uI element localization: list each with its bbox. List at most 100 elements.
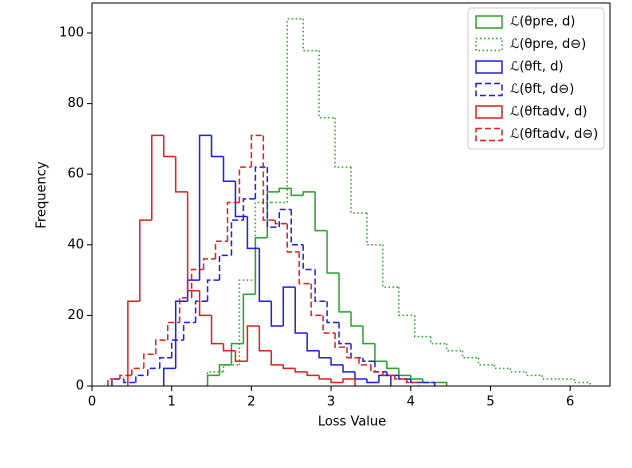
histogram-step — [206, 279, 220, 302]
histogram-step — [310, 283, 324, 317]
histogram-step — [127, 300, 140, 386]
legend-label: ℒ(θft, d⊖) — [510, 82, 574, 97]
histogram-step — [218, 364, 232, 376]
histogram-step — [147, 367, 160, 376]
x-tick-label: 3 — [327, 395, 335, 410]
y-axis-label: Frequency — [35, 161, 50, 228]
histogram-step — [429, 336, 447, 345]
histogram-step — [374, 343, 387, 363]
histogram-step — [222, 343, 236, 352]
histogram-step — [298, 251, 312, 285]
histogram-step — [525, 371, 543, 377]
histogram-step — [342, 364, 355, 373]
histogram-step — [290, 188, 304, 197]
histogram-step — [274, 220, 288, 225]
legend-label: ℒ(θpre, d⊖) — [510, 37, 586, 52]
histogram-step — [123, 378, 136, 384]
legend-swatch — [475, 82, 503, 97]
histogram-step — [270, 350, 284, 366]
legend-label: ℒ(θftadv, d) — [510, 105, 587, 120]
histogram-step — [206, 374, 220, 386]
histogram-step — [322, 315, 336, 334]
x-tick-label: 1 — [168, 395, 176, 410]
y-tick-label: 80 — [67, 96, 84, 111]
histogram-step — [398, 375, 411, 380]
histogram-step — [139, 219, 152, 302]
histogram-step — [194, 300, 208, 323]
histogram-step — [162, 367, 176, 386]
histogram-step — [282, 364, 296, 370]
y-tick-label: 40 — [67, 237, 84, 252]
histogram-step — [174, 300, 188, 369]
histogram-step — [306, 371, 320, 377]
histogram-step — [314, 191, 328, 232]
histogram-step — [131, 367, 144, 376]
histogram-step — [330, 378, 344, 384]
histogram-step — [135, 374, 148, 383]
histogram-step — [210, 315, 224, 345]
plot-frame — [91, 2, 611, 387]
histogram-step — [266, 191, 280, 238]
histogram-step — [354, 371, 367, 380]
x-axis-label: Loss Value — [318, 415, 386, 430]
histogram-step — [254, 236, 268, 295]
histogram-step — [214, 240, 228, 259]
histogram-step — [258, 248, 272, 303]
histogram-step — [218, 254, 232, 281]
histogram-step — [246, 325, 260, 362]
histogram-step — [362, 357, 375, 363]
histogram-step — [318, 350, 332, 359]
histogram-step — [410, 378, 423, 384]
histogram-step — [246, 216, 260, 250]
histogram-step — [111, 378, 124, 386]
x-tick-label: 0 — [88, 395, 96, 410]
histogram-step — [198, 290, 212, 317]
histogram-step — [378, 374, 392, 386]
histogram-step — [374, 361, 387, 373]
histogram-step — [294, 287, 308, 334]
histogram-step — [350, 343, 363, 359]
histogram-step — [190, 268, 204, 298]
histogram-step — [318, 50, 336, 119]
histogram-step — [366, 378, 379, 384]
histogram-step — [406, 378, 420, 386]
histogram-step — [358, 357, 371, 366]
histogram-step — [302, 244, 316, 271]
legend-label: ℒ(θft, d) — [510, 60, 563, 75]
histogram-step — [509, 368, 527, 373]
histogram-step — [278, 208, 292, 228]
histogram-step — [290, 209, 304, 246]
histogram-step — [178, 297, 192, 323]
histogram-step — [370, 364, 383, 373]
legend-swatch — [475, 105, 503, 119]
x-tick-label: 2 — [247, 395, 255, 410]
histogram-step — [386, 361, 399, 370]
histogram-step — [262, 135, 276, 221]
histogram-step — [254, 166, 268, 199]
histogram-step — [254, 201, 272, 281]
histogram-step — [210, 135, 224, 158]
histogram-step — [174, 156, 188, 193]
histogram-step — [258, 325, 272, 352]
histogram-step — [238, 279, 256, 365]
histogram-step — [166, 321, 180, 341]
histogram-step — [434, 381, 448, 386]
histogram-step — [346, 347, 359, 359]
histogram-step — [143, 353, 156, 369]
histogram-step — [541, 375, 559, 380]
histogram-step — [107, 378, 120, 386]
histogram-step — [414, 315, 431, 338]
y-tick-label: 0 — [76, 379, 84, 394]
histogram-step — [410, 375, 423, 380]
legend-swatch — [475, 127, 503, 142]
x-tick-label: 5 — [486, 395, 494, 410]
histogram-step — [318, 375, 332, 380]
histogram-step — [573, 378, 591, 386]
histogram-step — [422, 381, 436, 386]
histogram-step — [198, 134, 212, 281]
histogram-step — [382, 244, 399, 288]
histogram-step — [461, 350, 479, 359]
histogram-step — [294, 368, 308, 373]
x-tick-label: 4 — [407, 395, 415, 410]
